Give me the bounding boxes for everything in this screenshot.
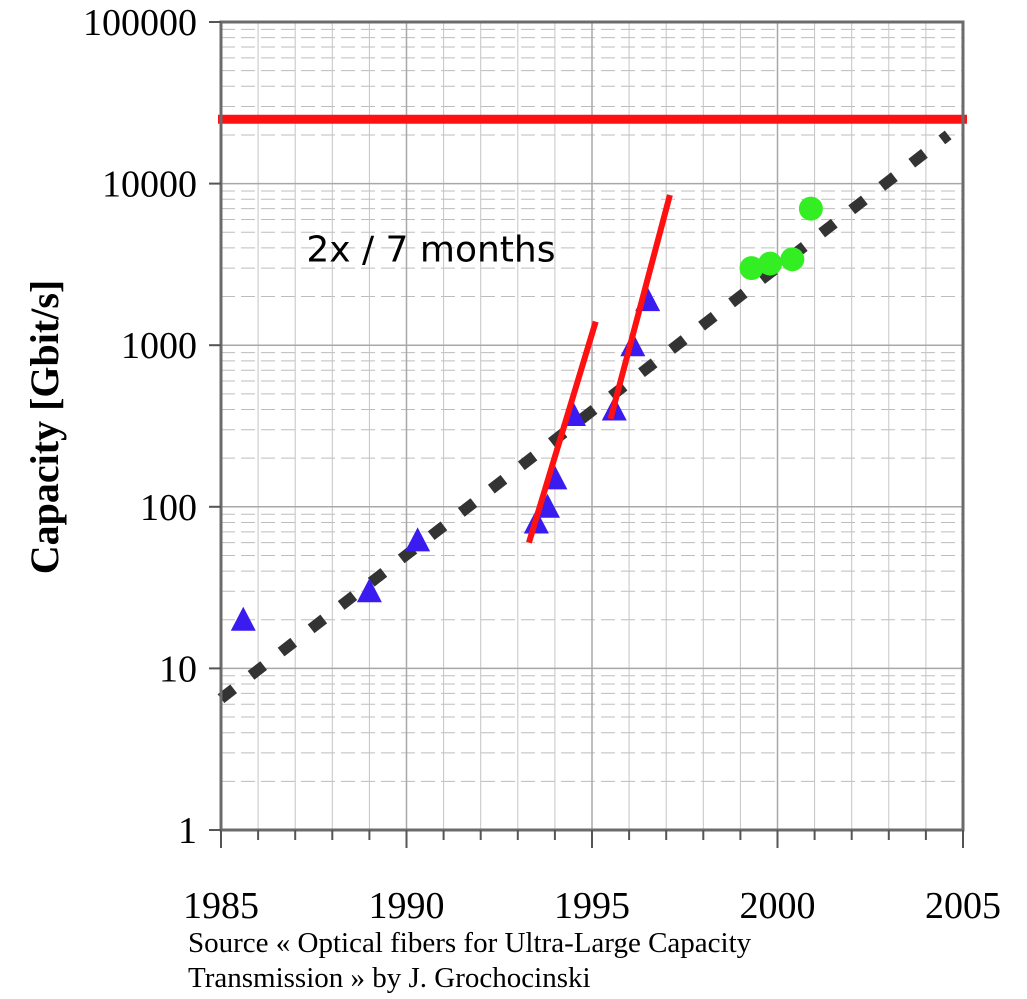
- source-line-2: Transmission » by J. Grochocinski: [188, 962, 591, 994]
- steep-growth-line: [526, 320, 599, 544]
- circle-point: [739, 256, 764, 281]
- major-gridlines: [221, 21, 963, 831]
- circle-point: [780, 247, 805, 272]
- y-tick-label: 100: [140, 487, 197, 529]
- x-tick-label: 1985: [183, 885, 259, 925]
- y-axis-label: Capacity [Gbit/s]: [22, 280, 67, 574]
- y-tick-label: 1000: [121, 325, 197, 367]
- trend-line-layer: [217, 130, 952, 703]
- triangle-point: [405, 527, 431, 552]
- y-tick-label: 10: [159, 648, 197, 690]
- chart: 1 10 100 1000 10000 100000 1985 1990 1995 2000 200…: [22, 2, 1001, 925]
- tick-labels: 1 10 100 1000 10000 100000 1985 1990 1995 2000 200…: [83, 2, 1001, 925]
- annotation-lines-layer: [218, 114, 967, 544]
- x-tick-label: 2000: [740, 885, 816, 925]
- y-tick-label: 10000: [102, 164, 197, 206]
- x-tick-label: 1990: [369, 885, 445, 925]
- circle-point: [798, 196, 823, 221]
- y-tick-label: 100000: [83, 2, 197, 44]
- trend-line: [217, 130, 952, 703]
- triangle-point: [230, 606, 256, 631]
- x-tick-label: 1995: [554, 885, 630, 925]
- y-tick-label: 1: [178, 810, 197, 852]
- circle-point: [758, 251, 783, 276]
- steep-growth-line: [607, 194, 673, 420]
- growth-rate-annotation: 2x / 7 months: [306, 229, 555, 270]
- axis-ticks: [209, 21, 964, 848]
- x-tick-label: 2005: [925, 885, 1001, 925]
- source-caption: Source « Optical fibers for Ultra-Large …: [188, 926, 888, 996]
- triangle-point: [356, 578, 382, 603]
- source-line-1: Source « Optical fibers for Ultra-Large …: [188, 927, 752, 959]
